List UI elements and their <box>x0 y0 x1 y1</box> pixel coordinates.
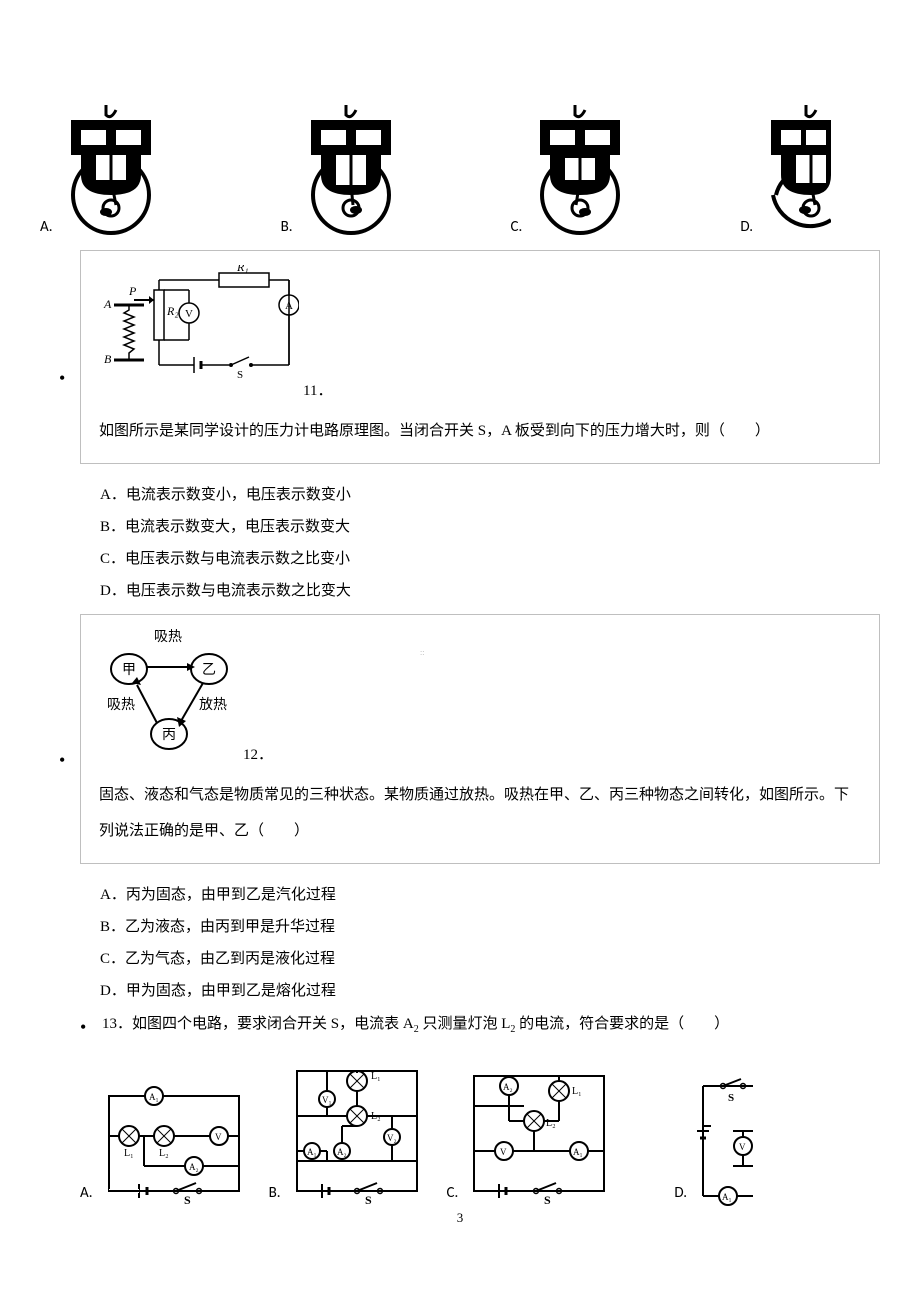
svg-text:A₁: A₁ <box>149 1092 159 1102</box>
q11-answer-c: C．电压表示数与电流表示数之比变小 <box>100 544 880 574</box>
svg-text:S: S <box>184 1193 191 1206</box>
svg-text:放热: 放热 <box>199 697 227 713</box>
option-label: B. <box>281 218 293 240</box>
q13-option-b: B. L₁ V₁ L₂ V₂ A₁ A <box>269 1061 427 1206</box>
q12-answers: A．丙为固态，由甲到乙是汽化过程 B．乙为液态，由丙到甲是升华过程 C．乙为气态… <box>100 880 880 1006</box>
circuit-d-icon: S V A₁ <box>693 1076 753 1206</box>
svg-text:L₁: L₁ <box>124 1148 134 1159</box>
q11-circuit: R₁ R₂ P A B <box>99 265 299 409</box>
svg-text:B: B <box>104 352 112 366</box>
circuit-b-icon: L₁ V₁ L₂ V₂ A₁ A₂ <box>287 1061 427 1206</box>
q13-options-row: A. A₁ L₁ L₂ V A₂ S <box>80 1061 880 1206</box>
svg-text:R₁: R₁ <box>236 265 249 274</box>
option-label: A. <box>40 218 53 240</box>
svg-text:L₁: L₁ <box>371 1071 381 1082</box>
option-label: A. <box>80 1184 93 1206</box>
option-label: B. <box>269 1184 281 1206</box>
q11-answer-d: D．电压表示数与电流表示数之比变大 <box>100 576 880 606</box>
q11-text: 如图所示是某同学设计的压力计电路原理图。当闭合开关 S，A 板受到向下的压力增大… <box>99 413 770 449</box>
option-label: C. <box>511 218 523 240</box>
engine-diagram-a <box>61 100 161 240</box>
svg-text:A₂: A₂ <box>503 1082 513 1092</box>
svg-text:S: S <box>728 1092 734 1104</box>
svg-text:P: P <box>128 284 137 298</box>
svg-text:A₂: A₂ <box>337 1147 347 1157</box>
q13-option-d: D. S V A₁ <box>674 1076 753 1206</box>
q13-option-c: C. A₂ L₁ L₂ V A₁ <box>447 1066 615 1206</box>
svg-text:甲: 甲 <box>122 663 136 678</box>
svg-text:丙: 丙 <box>162 728 176 743</box>
q11-block: R₁ R₂ P A B <box>80 250 880 464</box>
svg-text:V: V <box>739 1142 746 1152</box>
circuit-a-icon: A₁ L₁ L₂ V A₂ S <box>99 1086 249 1206</box>
svg-text:R₂: R₂ <box>166 304 179 318</box>
svg-text:L₂: L₂ <box>371 1111 381 1122</box>
svg-text:A₂: A₂ <box>189 1162 199 1172</box>
q12-answer-b: B．乙为液态，由丙到甲是升华过程 <box>100 912 880 942</box>
option-label: C. <box>447 1184 459 1206</box>
q10-option-b: B. <box>281 100 401 240</box>
svg-text:A₁: A₁ <box>722 1192 732 1202</box>
q13-option-a: A. A₁ L₁ L₂ V A₂ S <box>80 1086 249 1206</box>
engine-diagram-b <box>301 100 401 240</box>
svg-text:吸热: 吸热 <box>154 629 182 645</box>
q12-number: 12． <box>243 737 273 773</box>
svg-text:V: V <box>185 308 193 320</box>
svg-text:A₁: A₁ <box>573 1147 583 1157</box>
q11-number: 11． <box>303 373 332 409</box>
q12-answer-c: C．乙为气态，由乙到丙是液化过程 <box>100 944 880 974</box>
svg-text:L₂: L₂ <box>159 1148 169 1159</box>
q10-option-c: C. <box>511 100 631 240</box>
svg-text:S: S <box>237 369 243 381</box>
q12-answer-a: A．丙为固态，由甲到乙是汽化过程 <box>100 880 880 910</box>
q11-answer-b: B．电流表示数变大，电压表示数变大 <box>100 512 880 542</box>
svg-text:L₁: L₁ <box>572 1086 582 1097</box>
engine-diagram-c <box>530 100 630 240</box>
svg-text:V: V <box>215 1132 222 1142</box>
option-label: D. <box>674 1184 687 1206</box>
svg-text:V₁: V₁ <box>322 1095 332 1105</box>
engine-diagram-d <box>761 100 831 240</box>
page-number: 3 <box>457 1210 464 1226</box>
svg-text:A₁: A₁ <box>307 1147 317 1157</box>
svg-text:乙: 乙 <box>202 662 216 678</box>
svg-text:L₂: L₂ <box>546 1118 556 1129</box>
q10-option-d: D. <box>740 100 831 240</box>
svg-text:S: S <box>365 1193 372 1206</box>
svg-text:吸热: 吸热 <box>107 697 135 713</box>
q12-text: 固态、液态和气态是物质常见的三种状态。某物质通过放热。吸热在甲、乙、丙三种物态之… <box>99 777 861 849</box>
svg-text:V: V <box>500 1147 507 1157</box>
svg-text:V₂: V₂ <box>387 1133 397 1143</box>
q12-answer-d: D．甲为固态，由甲到乙是熔化过程 <box>100 976 880 1006</box>
q10-options-row: A. B. <box>40 100 880 240</box>
svg-text:S: S <box>544 1193 551 1206</box>
q11-answer-a: A．电流表示数变小，电压表示数变小 <box>100 480 880 510</box>
q12-state-diagram: 吸热 甲 乙 丙 吸热 放热 <box>99 629 239 773</box>
svg-text:A: A <box>103 297 112 311</box>
q12-block: 吸热 甲 乙 丙 吸热 放热 12． 固态、液态和气态是物质常见的三种状态。某物… <box>80 614 880 864</box>
q13-number: 13． <box>102 1016 132 1032</box>
option-label: D. <box>740 218 753 240</box>
q11-answers: A．电流表示数变小，电压表示数变小 B．电流表示数变大，电压表示数变大 C．电压… <box>100 480 880 606</box>
circuit-c-icon: A₂ L₁ L₂ V A₁ <box>464 1066 614 1206</box>
svg-text:A: A <box>285 300 293 312</box>
q13-text: 13．如图四个电路，要求闭合开关 S，电流表 A2 只测量灯泡 L2 的电流，符… <box>80 1008 880 1041</box>
q10-option-a: A. <box>40 100 161 240</box>
